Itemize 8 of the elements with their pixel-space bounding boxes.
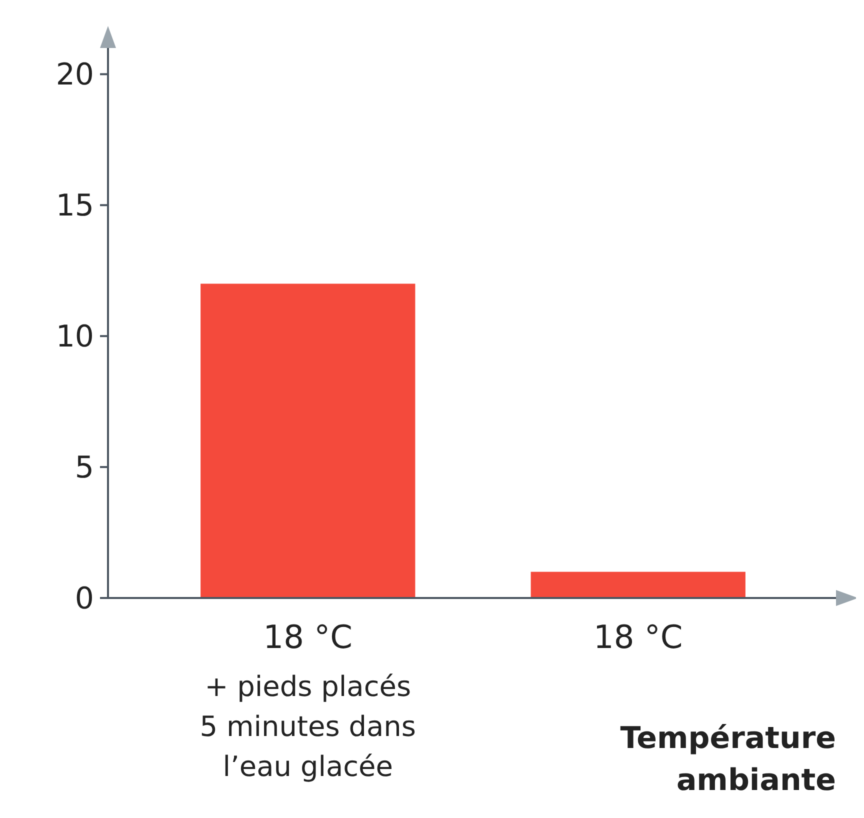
x-tick-label: 18 °C + pieds placés 5 minutes dans l’eau glacée xyxy=(200,618,416,783)
x-axis-title: Température ambiante xyxy=(620,721,836,798)
y-tick-label: 10 xyxy=(56,320,94,355)
y-tick-label: 15 xyxy=(56,188,94,224)
x-tick-label: 18 °C xyxy=(594,618,683,656)
y-tick-label: 0 xyxy=(74,582,94,616)
y-tick-label: 5 xyxy=(74,450,94,486)
y-tick-label: 20 xyxy=(56,58,94,93)
